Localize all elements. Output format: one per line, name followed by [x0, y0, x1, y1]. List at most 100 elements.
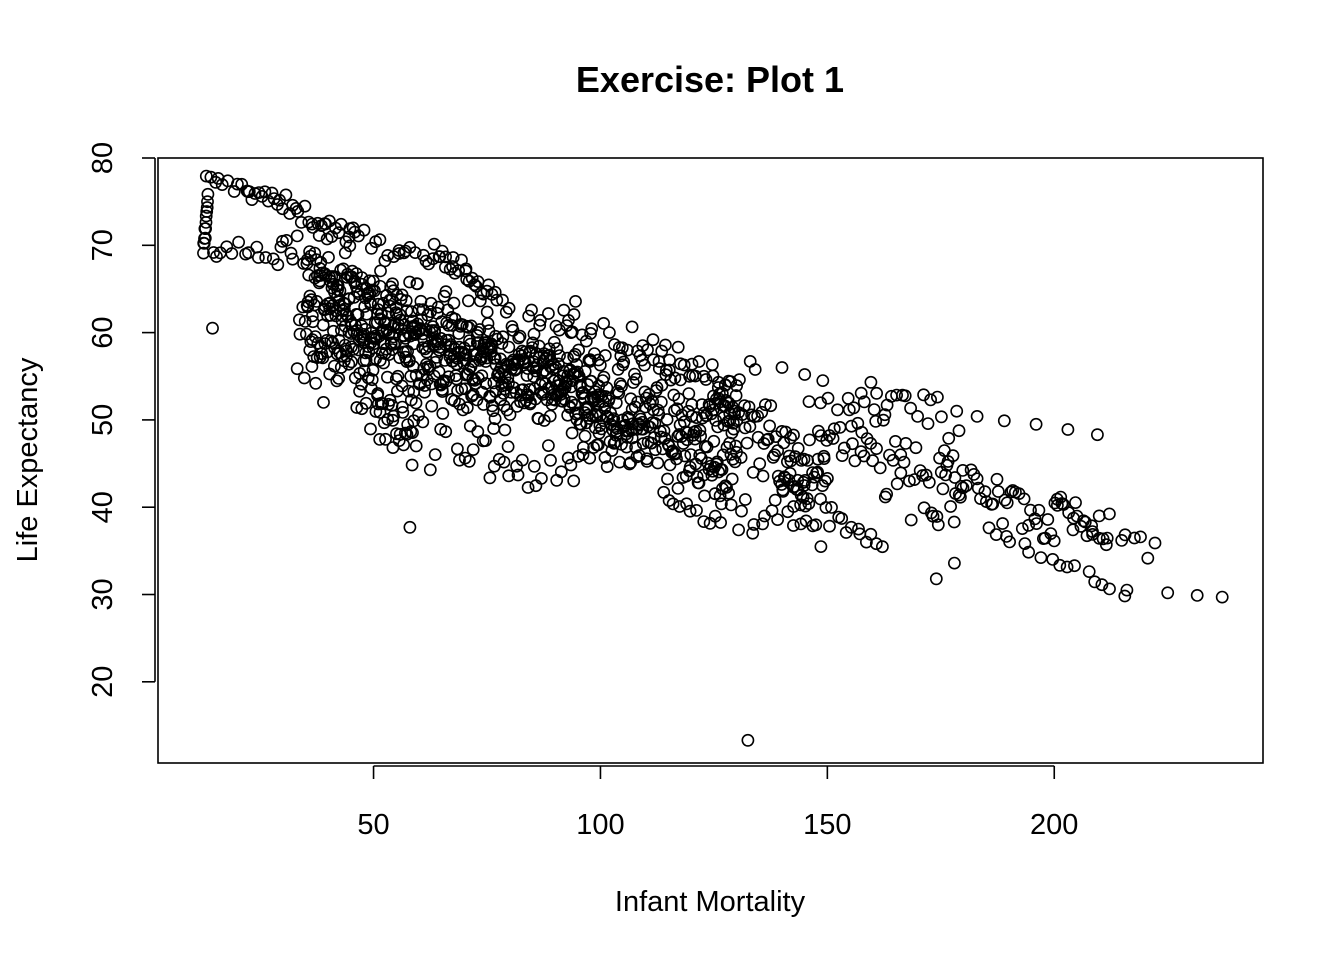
data-point — [573, 417, 587, 431]
data-point — [659, 338, 672, 352]
data-point — [373, 233, 387, 247]
data-point — [869, 537, 883, 551]
data-point — [671, 340, 685, 354]
data-point — [577, 440, 590, 454]
y-tick-label: 60 — [87, 316, 119, 348]
data-point — [199, 169, 213, 183]
data-point — [558, 381, 572, 395]
data-point — [844, 520, 858, 534]
data-point — [854, 386, 868, 400]
data-point — [542, 439, 555, 452]
data-point — [798, 473, 812, 487]
data-point — [924, 393, 937, 407]
data-point — [502, 376, 515, 390]
data-point — [290, 362, 304, 376]
data-point — [554, 465, 568, 479]
data-point — [695, 398, 709, 412]
data-point — [877, 413, 890, 427]
data-point — [565, 395, 578, 409]
data-point — [450, 358, 464, 371]
data-point — [324, 334, 338, 348]
data-point — [572, 343, 585, 357]
data-point — [364, 422, 377, 436]
data-point — [1003, 535, 1016, 549]
data-point — [742, 400, 756, 414]
data-point — [974, 492, 987, 505]
data-point — [755, 405, 769, 419]
data-point — [647, 353, 660, 367]
data-point — [485, 399, 499, 413]
data-point — [201, 195, 214, 209]
data-point — [791, 441, 805, 455]
data-point — [414, 313, 428, 327]
data-point — [1022, 545, 1035, 559]
data-point — [797, 479, 811, 492]
data-point — [890, 388, 903, 402]
data-point — [1047, 534, 1061, 548]
data-point — [450, 442, 464, 456]
data-point — [814, 540, 828, 553]
data-point — [479, 377, 493, 390]
data-point — [365, 373, 379, 387]
data-point — [940, 458, 954, 472]
data-point — [867, 403, 881, 416]
data-point — [615, 379, 628, 393]
data-point — [654, 395, 668, 409]
data-point — [363, 295, 377, 309]
data-point — [694, 451, 708, 465]
data-point — [550, 473, 564, 487]
data-point — [756, 469, 770, 483]
data-point — [431, 300, 445, 314]
data-point — [1004, 485, 1018, 499]
data-point — [880, 487, 893, 501]
data-point — [680, 497, 693, 511]
data-point — [349, 280, 363, 293]
data-point — [946, 449, 960, 463]
data-point — [206, 321, 219, 335]
data-point — [683, 504, 697, 518]
data-point — [569, 294, 582, 308]
y-tick-label: 20 — [87, 666, 119, 698]
data-point — [919, 468, 933, 482]
data-point — [312, 229, 326, 242]
data-point — [753, 457, 767, 471]
data-point — [592, 379, 606, 393]
data-point — [344, 355, 358, 369]
data-point — [446, 251, 460, 264]
data-point — [775, 478, 788, 491]
data-point — [200, 201, 214, 214]
data-point — [433, 250, 447, 263]
data-point — [1103, 582, 1116, 596]
data-point — [947, 515, 961, 529]
data-point — [944, 500, 957, 513]
data-point — [640, 452, 654, 466]
data-point — [694, 429, 707, 443]
data-point — [903, 474, 916, 488]
data-point — [423, 463, 437, 477]
data-point — [530, 347, 543, 361]
data-point — [798, 368, 812, 381]
data-point — [317, 395, 330, 409]
data-point — [1095, 578, 1109, 592]
data-point — [729, 439, 743, 453]
data-point — [1017, 492, 1031, 506]
data-point — [460, 401, 474, 415]
data-point — [1118, 589, 1132, 603]
data-point — [788, 479, 801, 493]
data-point — [348, 225, 362, 239]
data-point — [587, 394, 601, 408]
data-point — [483, 471, 497, 485]
data-point — [526, 336, 540, 350]
data-point — [521, 481, 535, 494]
data-point — [763, 419, 776, 433]
data-point — [567, 474, 581, 488]
data-point — [446, 260, 459, 273]
data-point — [564, 458, 578, 472]
data-point — [690, 470, 704, 484]
data-point — [952, 424, 966, 438]
data-point — [685, 357, 699, 371]
data-point — [420, 345, 434, 359]
data-point — [320, 333, 334, 347]
data-point — [584, 326, 597, 340]
data-point — [1053, 558, 1067, 572]
